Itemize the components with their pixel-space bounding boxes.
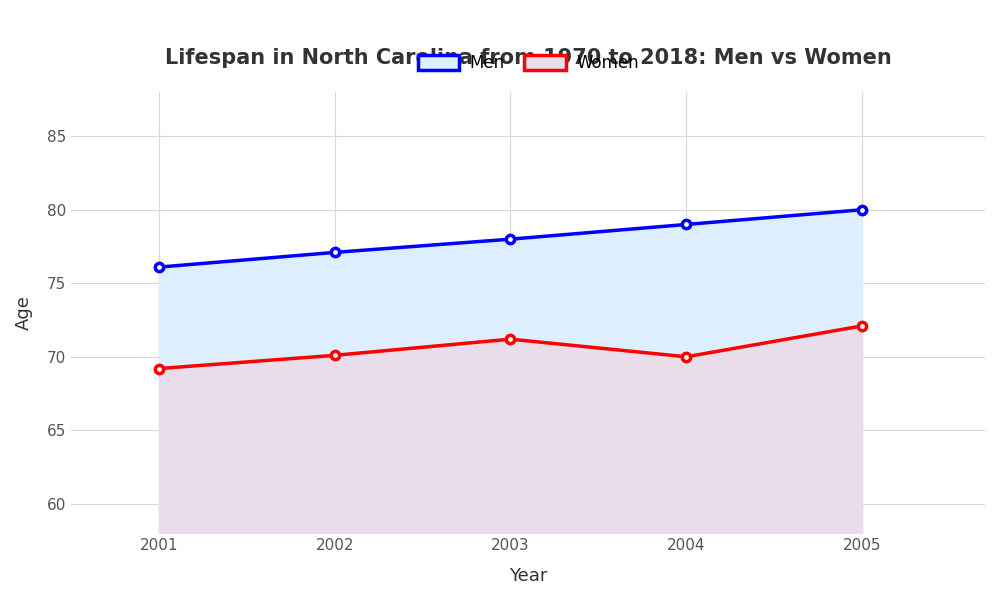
X-axis label: Year: Year [509, 567, 547, 585]
Y-axis label: Age: Age [15, 295, 33, 330]
Title: Lifespan in North Carolina from 1970 to 2018: Men vs Women: Lifespan in North Carolina from 1970 to … [165, 49, 891, 68]
Legend: Men, Women: Men, Women [411, 47, 645, 79]
